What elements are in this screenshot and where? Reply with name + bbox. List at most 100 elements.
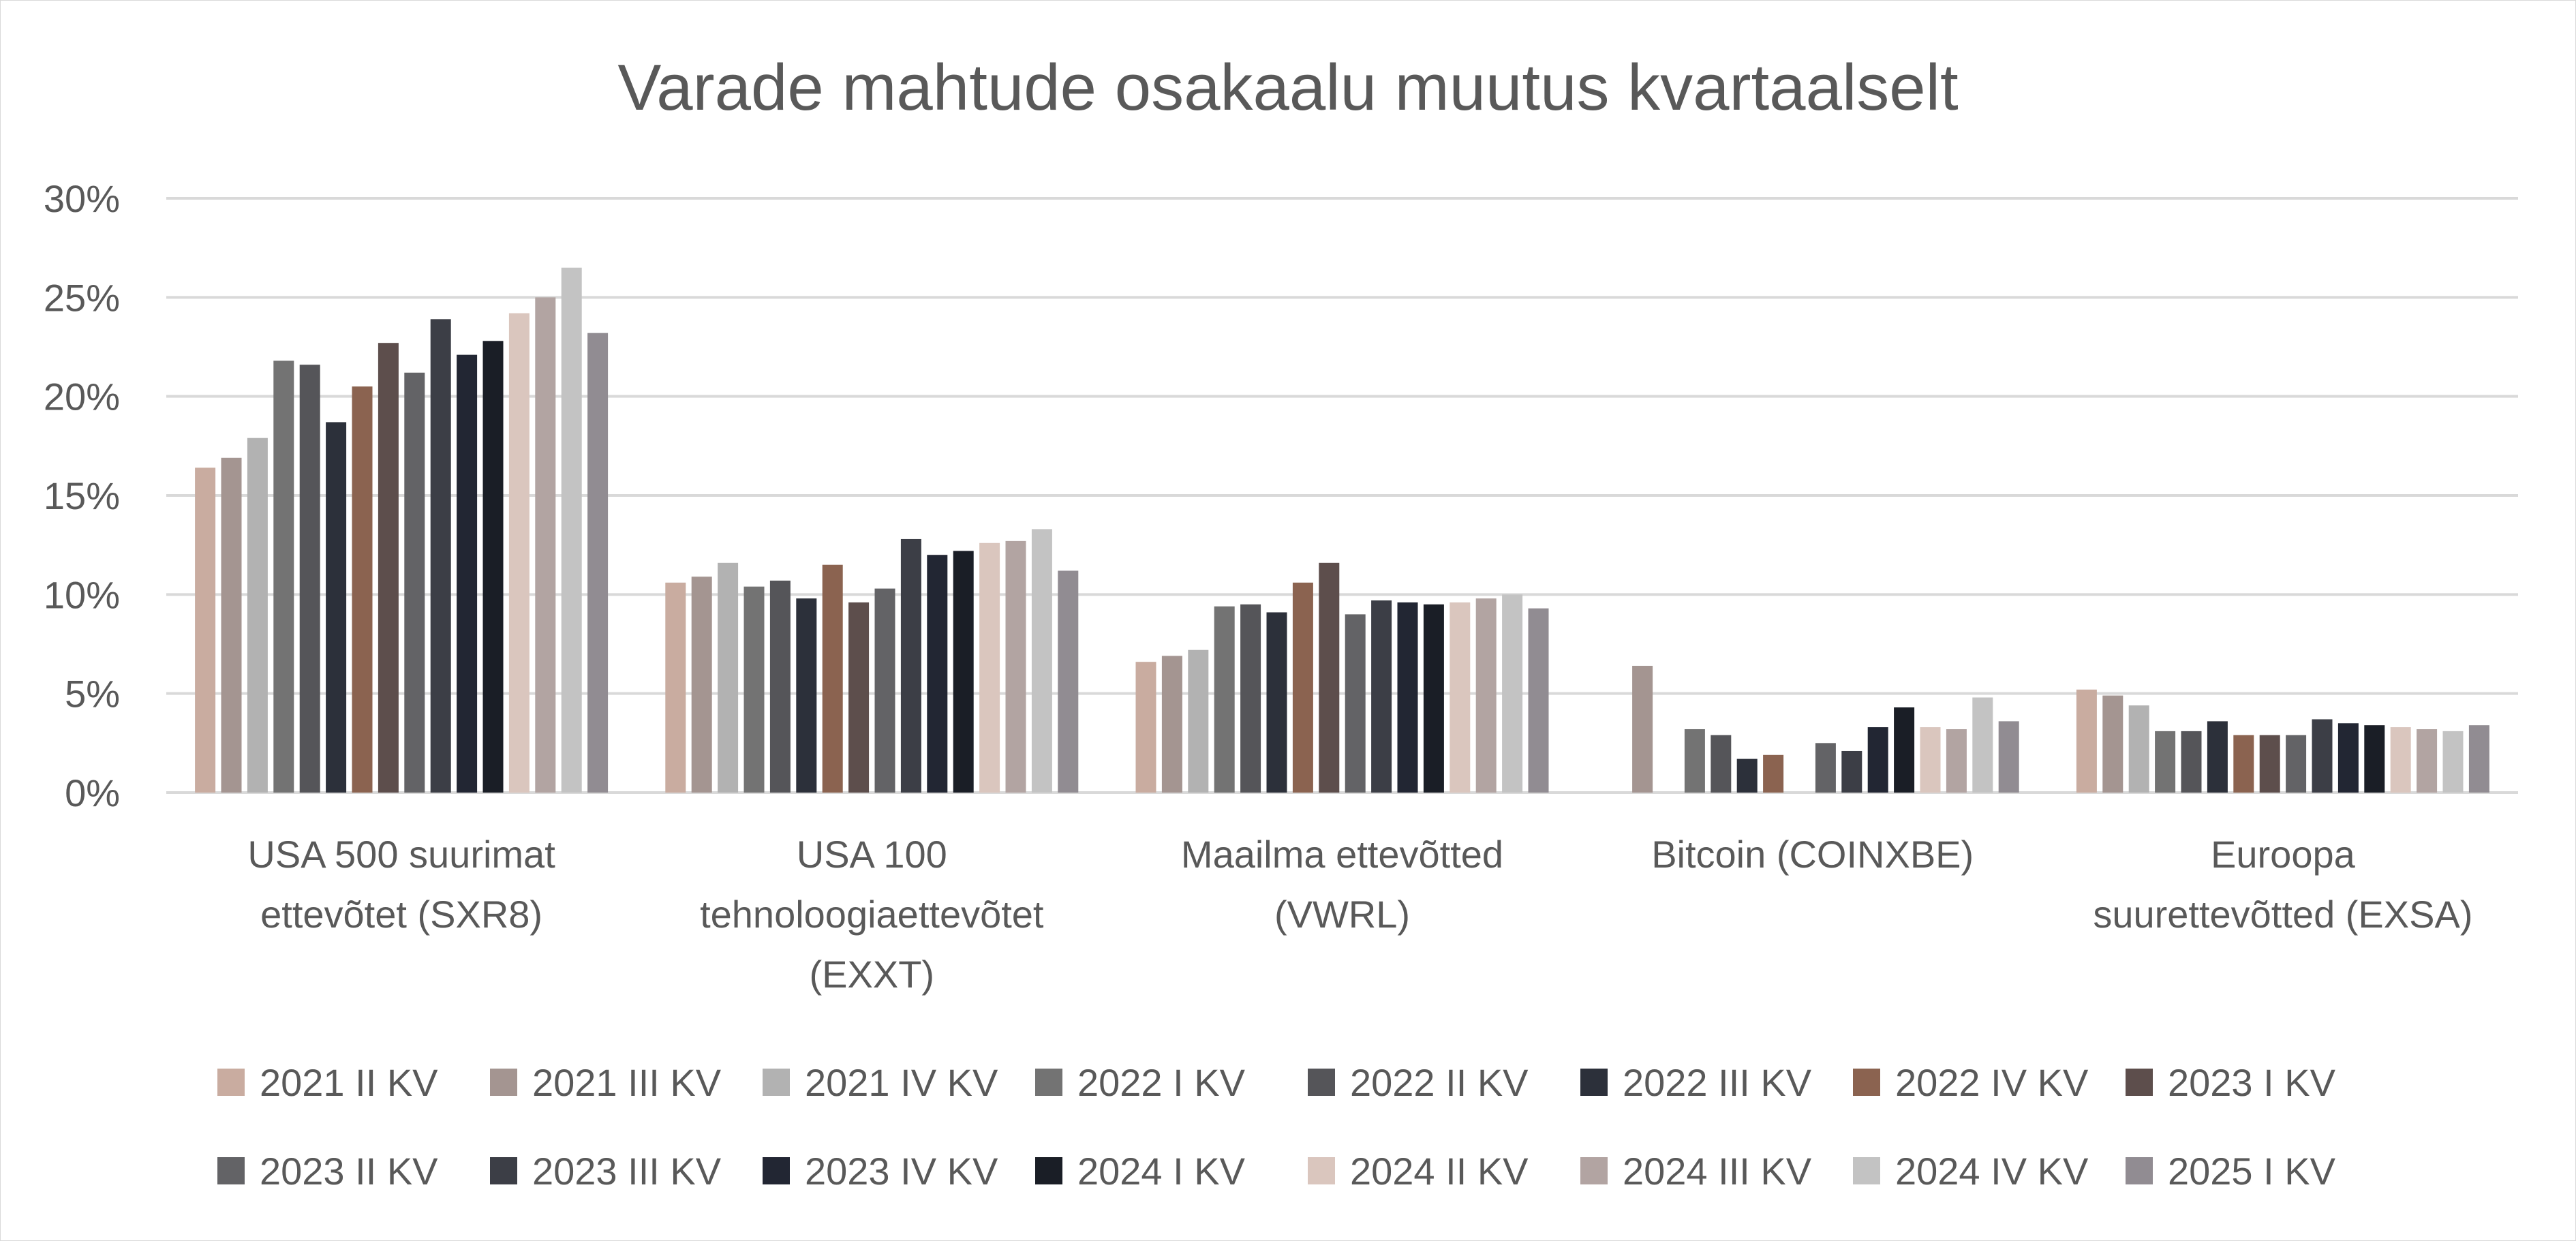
legend-item: 2022 III KV [1580, 1061, 1812, 1104]
bar [2312, 719, 2333, 793]
legend-swatch [1853, 1069, 1880, 1096]
bar [2128, 705, 2149, 793]
bar [1684, 729, 1705, 793]
bar [1058, 570, 1079, 793]
bar [1528, 608, 1549, 793]
legend-swatch [2126, 1069, 2153, 1096]
bar [1397, 602, 1418, 793]
bar [430, 319, 451, 793]
bar [1502, 594, 1523, 793]
bar [769, 580, 791, 793]
legend-swatch [1853, 1157, 1880, 1184]
chart-title: Varade mahtude osakaalu muutus kvartaals… [617, 51, 1958, 124]
y-tick-label: 0% [65, 771, 120, 814]
legend-swatch [1308, 1157, 1335, 1184]
legend-label: 2023 III KV [532, 1150, 722, 1193]
bar [2076, 689, 2097, 793]
bar [1867, 727, 1888, 793]
category-label: Euroopa suurettevõtted (EXSA) [2093, 833, 2472, 936]
legend: 2021 II KV 2021 III KV 2021 IV KV 2022 I KV… [217, 1061, 2336, 1193]
legend-swatch [2126, 1157, 2153, 1184]
bar [1188, 649, 1209, 793]
bar [665, 582, 686, 793]
bar [326, 422, 347, 793]
bar [1240, 604, 1261, 793]
legend-swatch [1308, 1069, 1335, 1096]
legend-swatch [1035, 1069, 1062, 1096]
bar [2181, 731, 2202, 793]
legend-item: 2024 II KV [1308, 1150, 1529, 1193]
bar [1371, 600, 1392, 793]
legend-swatch [490, 1069, 517, 1096]
bar [1998, 721, 2019, 793]
bar [848, 602, 870, 793]
category-labels: USA 500 suurimat ettevõtet (SXR8) USA 100 t… [247, 833, 2472, 996]
bar [2417, 729, 2438, 793]
bar [1266, 612, 1287, 793]
bar [2468, 725, 2489, 793]
legend-swatch [763, 1069, 790, 1096]
legend-item: 2023 III KV [490, 1150, 722, 1193]
legend-label: 2023 I KV [2168, 1061, 2336, 1104]
bar [900, 538, 921, 793]
bar [247, 438, 268, 793]
legend-item: 2022 II KV [1308, 1061, 1529, 1104]
bar [927, 555, 948, 793]
legend-swatch [1580, 1069, 1608, 1096]
legend-item: 2024 III KV [1580, 1150, 1812, 1193]
legend-item: 2023 II KV [217, 1150, 438, 1193]
legend-item: 2023 IV KV [763, 1150, 998, 1193]
gridlines [166, 197, 2518, 794]
bar [1450, 602, 1471, 793]
bar [1345, 614, 1366, 793]
bar [953, 551, 974, 793]
bar [2155, 731, 2176, 793]
bar [2207, 721, 2228, 793]
bar [1423, 604, 1444, 793]
legend-item: 2022 I KV [1035, 1061, 1246, 1104]
bar [535, 297, 556, 793]
legend-item: 2025 I KV [2126, 1150, 2336, 1193]
bar [195, 468, 216, 793]
y-tick-label: 25% [44, 276, 120, 319]
legend-label: 2024 IV KV [1895, 1150, 2089, 1193]
legend-label: 2023 IV KV [805, 1150, 998, 1193]
bar [273, 361, 294, 793]
bar [378, 343, 399, 793]
bar [1005, 540, 1026, 793]
legend-label: 2023 II KV [260, 1150, 438, 1193]
y-axis-tick-labels: 0% 5% 10% 15% 20% 25% 30% [44, 177, 120, 814]
bar [1632, 665, 1653, 793]
y-tick-label: 10% [44, 573, 120, 616]
legend-swatch [490, 1157, 517, 1184]
bar [1319, 562, 1340, 793]
bar [404, 372, 425, 793]
y-tick-label: 20% [44, 376, 120, 418]
bar [718, 562, 739, 793]
legend-label: 2021 IV KV [805, 1061, 998, 1104]
bar [1711, 735, 1732, 793]
bar [822, 564, 843, 793]
legend-label: 2024 III KV [1623, 1150, 1812, 1193]
bar [587, 333, 609, 793]
bar [1815, 743, 1836, 793]
bar [1135, 662, 1156, 793]
legend-label: 2021 II KV [260, 1061, 438, 1104]
bar [221, 457, 242, 793]
bar [2390, 727, 2411, 793]
bar [1920, 727, 1941, 793]
bar [2102, 695, 2123, 793]
bar [482, 341, 504, 793]
legend-item: 2021 II KV [217, 1061, 438, 1104]
legend-swatch [217, 1157, 245, 1184]
bar [2286, 735, 2307, 793]
bar [979, 542, 1000, 793]
legend-label: 2024 I KV [1077, 1150, 1246, 1193]
category-label: USA 100 tehnoloogiaettevõtet (EXXT) [700, 833, 1044, 996]
legend-swatch [217, 1069, 245, 1096]
bar [1763, 754, 1784, 793]
legend-item: 2024 IV KV [1853, 1150, 2089, 1193]
legend-item: 2021 III KV [490, 1061, 722, 1104]
bar [2259, 735, 2280, 793]
